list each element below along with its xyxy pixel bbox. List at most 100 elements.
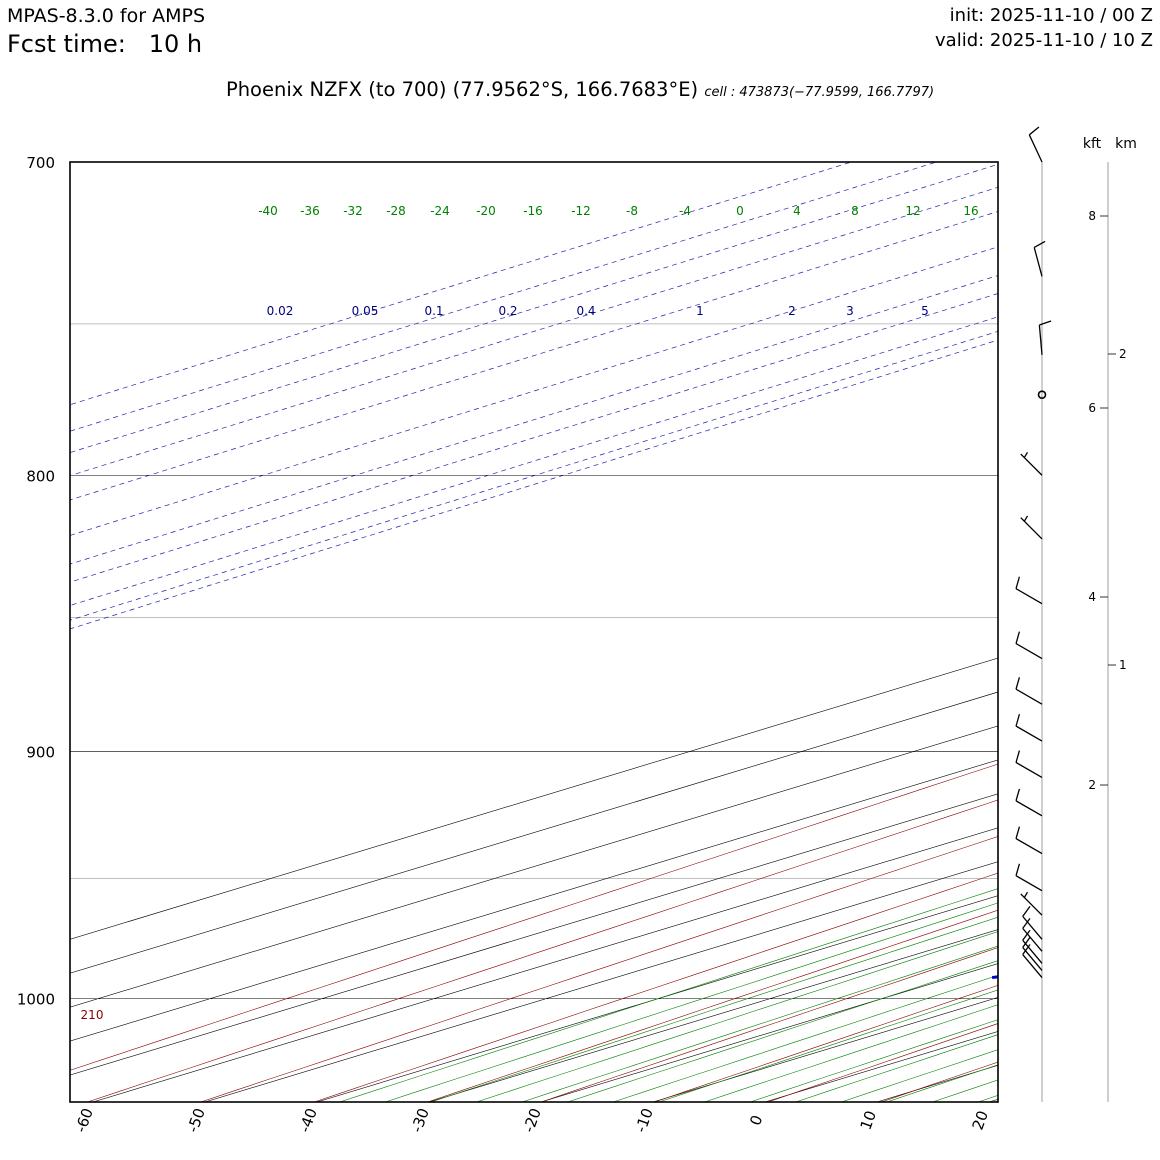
moist-adiabat [567, 960, 998, 1102]
mixing-ratio-label: 0.02 [267, 304, 294, 318]
mixing-ratio-label: 1 [696, 304, 704, 318]
wind-barb [1015, 677, 1043, 705]
wind-barb [1022, 905, 1043, 940]
barb-half-flag [1023, 451, 1029, 458]
kft-tick-label: 2 [1088, 778, 1096, 792]
dry-adiabat [541, 947, 998, 1102]
barb-flag [1022, 944, 1031, 955]
mixing-ratio-line [70, 186, 998, 477]
calm-circle [1037, 390, 1047, 400]
barb-flag [1022, 937, 1031, 948]
temp-tick-label: 10 [857, 1108, 880, 1132]
barb-flag [1015, 863, 1021, 876]
temp-tick-label: -60 [72, 1106, 97, 1135]
temp-tick-label: -40 [296, 1106, 321, 1135]
mixing-ratio-label: 2 [788, 304, 796, 318]
moist-adiabat [658, 989, 998, 1102]
mixing-ratio-label: 0.1 [424, 304, 443, 318]
barb-staff [1033, 247, 1043, 277]
pressure-tick-label: 1000 [17, 991, 55, 1009]
pressure-tick-label: 800 [26, 467, 55, 485]
moist-adiabat [430, 916, 998, 1102]
wind-barb [1022, 937, 1043, 971]
moist-adiabat-label: 0 [736, 204, 744, 218]
moist-adiabat-label: 16 [963, 204, 978, 218]
grid-labels: 210220230240250260270280290300-40-36-32-… [81, 204, 979, 1022]
barb-half-flag [1023, 515, 1029, 522]
isotherm [540, 963, 998, 1102]
moist-adiabat-label: -20 [476, 204, 496, 218]
isotherm [764, 1031, 998, 1102]
moist-adiabat [704, 1004, 998, 1102]
barb-staff [1015, 642, 1043, 660]
moist-adiabat [795, 1034, 998, 1102]
barb-flag [1028, 126, 1040, 136]
dry-adiabat [881, 1061, 998, 1102]
pressure-tick-label: 700 [26, 154, 55, 172]
mixing-ratio-line [70, 162, 852, 406]
moist-adiabat [522, 945, 998, 1102]
wind-barb [1015, 631, 1043, 660]
wind-barb [1038, 320, 1052, 355]
km-tick-label: 2 [1119, 347, 1127, 361]
barb-flag [1015, 714, 1021, 727]
wind-barb [1037, 390, 1047, 400]
barb-staff [1022, 947, 1043, 971]
barb-flag [1015, 750, 1021, 763]
fcst-label: Fcst time: [7, 30, 126, 58]
moist-adiabat-label: -4 [679, 204, 691, 218]
mixing-ratio-line [70, 246, 998, 536]
wind-barb [1015, 576, 1043, 605]
barb-staff [1022, 954, 1043, 978]
isotherm [204, 861, 998, 1102]
moist-adiabat-label: -12 [571, 204, 591, 218]
kft-tick-label: 6 [1088, 401, 1096, 415]
isotherm [652, 997, 998, 1102]
pressure-tick-label: 900 [26, 744, 55, 762]
dry-adiabat [1108, 162, 1160, 1102]
wind-barb [1022, 944, 1043, 978]
height-axis: kft km 2 4 6 8 1 2 [1041, 136, 1137, 1102]
mixing-ratio-label: 0.2 [498, 304, 517, 318]
dry-adiabat [87, 799, 998, 1102]
moist-adiabat-label: -32 [343, 204, 363, 218]
barb-flag [1022, 929, 1031, 941]
isotherm [70, 793, 998, 1076]
isotherm [70, 725, 998, 1008]
moist-adiabat-label: 4 [793, 204, 801, 218]
isotherm [428, 929, 998, 1102]
moist-adiabat [841, 1049, 998, 1102]
profiles-layer [991, 975, 998, 979]
barb-flag [1015, 788, 1021, 802]
mixing-ratio-label: 0.4 [576, 304, 595, 318]
chart-title: Phoenix NZFX (to 700) (77.9562°S, 166.76… [0, 78, 1160, 101]
isotherm [876, 1065, 998, 1102]
kft-tick-label: 4 [1088, 590, 1096, 604]
mixing-ratio-line [70, 331, 998, 621]
forecast-time: Fcst time: 10 h [7, 30, 202, 58]
model-title: MPAS-8.3.0 for AMPS [7, 5, 206, 27]
barb-flag [1022, 917, 1031, 929]
moist-adiabat [339, 888, 998, 1102]
barb-flag [1015, 631, 1021, 644]
barb-staff [1022, 939, 1043, 964]
dewpoint-line [991, 975, 998, 979]
mixing-ratio-line [70, 211, 998, 501]
wind-barb [1015, 750, 1043, 779]
barb-flag [1015, 576, 1021, 589]
mixing-ratio-label: 5 [921, 304, 929, 318]
axes-layer: 7008009001000-60-50-40-30-20-1001020-70-… [17, 154, 992, 1135]
isotherm [988, 1098, 998, 1102]
barb-staff [1015, 838, 1043, 855]
moist-adiabat-label: -8 [626, 204, 638, 218]
moist-adiabat-label: -36 [300, 204, 320, 218]
barb-staff [1015, 875, 1043, 892]
moist-adiabat [750, 1019, 998, 1102]
barb-staff [1015, 800, 1043, 817]
cell-label: cell : 473873(−77.9599, 166.7797) [704, 85, 935, 100]
mixing-ratio-line [70, 293, 998, 583]
temp-tick-label: -50 [184, 1106, 209, 1135]
wind-barb [1022, 929, 1043, 964]
barb-half-flag [1023, 891, 1029, 898]
wind-barb [1015, 863, 1043, 892]
